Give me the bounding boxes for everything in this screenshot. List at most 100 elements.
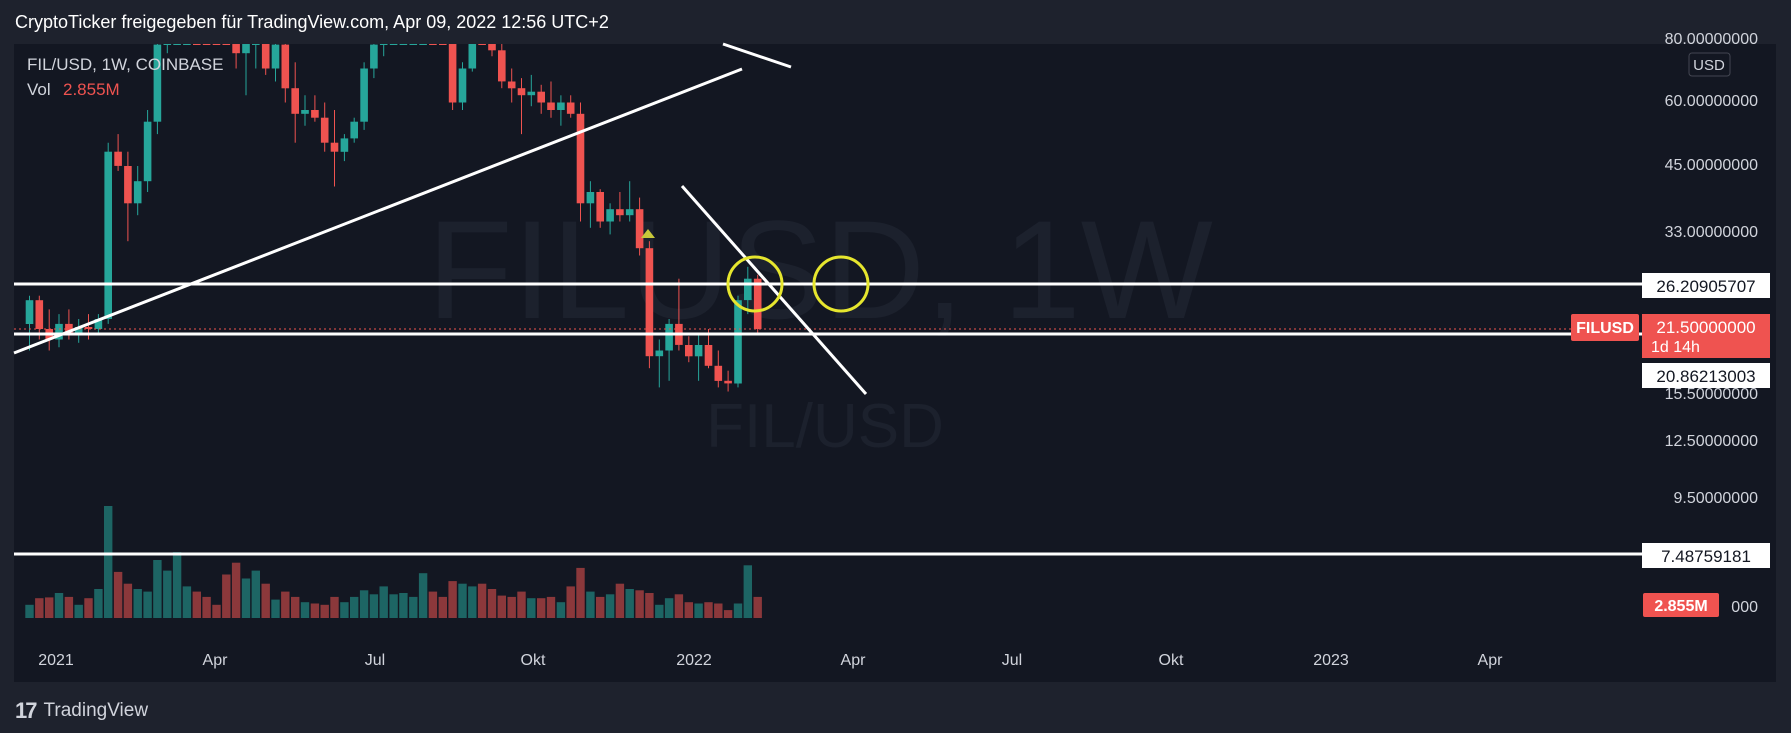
candle-body — [734, 300, 742, 384]
volume-bar — [64, 596, 74, 618]
volume-bar — [714, 603, 723, 618]
volume-badge — [1643, 593, 1719, 617]
candle-body — [153, 44, 162, 122]
time-axis-label: Apr — [841, 652, 867, 669]
candle-body — [685, 345, 693, 357]
candle-body — [311, 110, 319, 118]
candle-body — [419, 44, 427, 45]
candle-body — [429, 44, 437, 45]
price-tick-label: 80.00000000 — [1665, 31, 1759, 48]
level-lower-label: 20.86213003 — [1656, 367, 1755, 386]
volume-bar — [566, 586, 575, 618]
volume-bar — [743, 565, 752, 618]
volume-bar — [694, 603, 703, 618]
volume-bar — [84, 598, 93, 618]
candle-body — [281, 44, 290, 89]
volume-bar — [399, 593, 408, 618]
candle-body — [143, 121, 152, 182]
watermark-main: FILUSD, 1W — [427, 191, 1213, 348]
volume-bar — [418, 573, 428, 618]
volume-bar — [655, 604, 664, 618]
time-axis-label: Jul — [1002, 652, 1022, 669]
volume-bar — [389, 594, 398, 618]
candle-body — [330, 142, 339, 152]
time-axis-label: Jul — [365, 652, 385, 669]
candle-body — [586, 192, 595, 204]
candle-body — [724, 380, 732, 384]
highlight-circle-left — [726, 255, 784, 313]
volume-bar — [605, 594, 615, 618]
level-bottom-label-box — [1642, 543, 1770, 568]
time-axis-background[interactable] — [14, 634, 1642, 682]
volume-bar — [645, 593, 654, 618]
candle-body — [173, 44, 181, 45]
candle-body — [557, 102, 565, 110]
candle-body — [399, 44, 408, 45]
volume-bar — [369, 594, 379, 618]
candle-body — [291, 88, 299, 114]
candle-body — [212, 44, 221, 45]
candle-body — [25, 300, 34, 324]
candle-body — [409, 44, 418, 45]
volume-bar — [537, 598, 546, 618]
volume-bar — [251, 570, 260, 618]
volume-bar — [261, 583, 270, 618]
volume-bar — [330, 596, 339, 618]
price-tick-label: 33.00000000 — [1665, 224, 1759, 241]
legend-vol-label: Vol — [27, 80, 51, 99]
volume-bar — [517, 591, 526, 618]
watermark-sub: FIL/USD — [706, 392, 944, 461]
time-axis-label: 2021 — [38, 652, 74, 669]
volume-bar — [231, 562, 241, 618]
volume-bar — [74, 604, 83, 618]
candle-body — [478, 44, 486, 45]
candle-body — [202, 44, 211, 45]
volume-bar — [438, 596, 447, 618]
currency-badge[interactable] — [1688, 52, 1731, 77]
volume-bar — [546, 596, 556, 618]
volume-bars — [25, 506, 762, 618]
volume-bar — [576, 567, 585, 618]
legend-symbol[interactable]: FIL/USD, 1W, COINBASE — [27, 55, 224, 74]
time-axis-labels: 2021 Apr Jul Okt 2022 Apr Jul Okt 2023 Apr — [38, 652, 1503, 669]
candle-body — [744, 278, 752, 301]
event-triangle-icon[interactable] — [641, 229, 655, 238]
trendline-falling[interactable] — [680, 185, 868, 395]
price-tick-label: 12.50000000 — [1665, 433, 1759, 450]
level-upper-label: 26.20905707 — [1656, 277, 1755, 296]
volume-bar — [35, 598, 44, 618]
volume-badge-label: 2.855M — [1654, 598, 1707, 615]
volume-bar — [54, 593, 64, 618]
candle-body — [606, 209, 614, 222]
trendline-rising[interactable] — [13, 67, 743, 355]
price-axis-ticks: 80.00000000 60.00000000 45.00000000 33.0000… — [1665, 31, 1759, 507]
candle-body — [360, 68, 368, 122]
candle-body — [389, 44, 398, 45]
candle-body — [114, 151, 122, 166]
candle-body — [566, 102, 575, 114]
volume-bar — [468, 586, 477, 618]
symbol-badge[interactable] — [1571, 314, 1639, 341]
volume-bar — [586, 591, 595, 618]
candle-body — [547, 102, 555, 110]
volume-bar — [340, 602, 349, 618]
volume-bar — [527, 598, 536, 618]
legend-vol-value: 2.855M — [63, 80, 120, 99]
candle-body — [498, 50, 506, 82]
candle-body — [94, 319, 103, 329]
volume-bar — [635, 590, 644, 618]
volume-bar — [684, 602, 693, 618]
attribution-header: CryptoTicker freigegeben für TradingView… — [0, 0, 1791, 44]
candle-body — [439, 44, 447, 45]
tradingview-logo-icon[interactable]: 17 — [15, 697, 38, 723]
footer-brand[interactable]: TradingView — [43, 699, 149, 721]
trendline-falling-top[interactable] — [722, 42, 792, 69]
candle-body — [714, 365, 723, 381]
candle-body — [596, 192, 604, 222]
volume-bar — [291, 596, 300, 618]
candle-body — [468, 44, 477, 69]
price-tick-label: 9.50000000 — [1673, 490, 1758, 507]
candle-body — [55, 323, 63, 340]
volume-bar — [192, 591, 201, 618]
